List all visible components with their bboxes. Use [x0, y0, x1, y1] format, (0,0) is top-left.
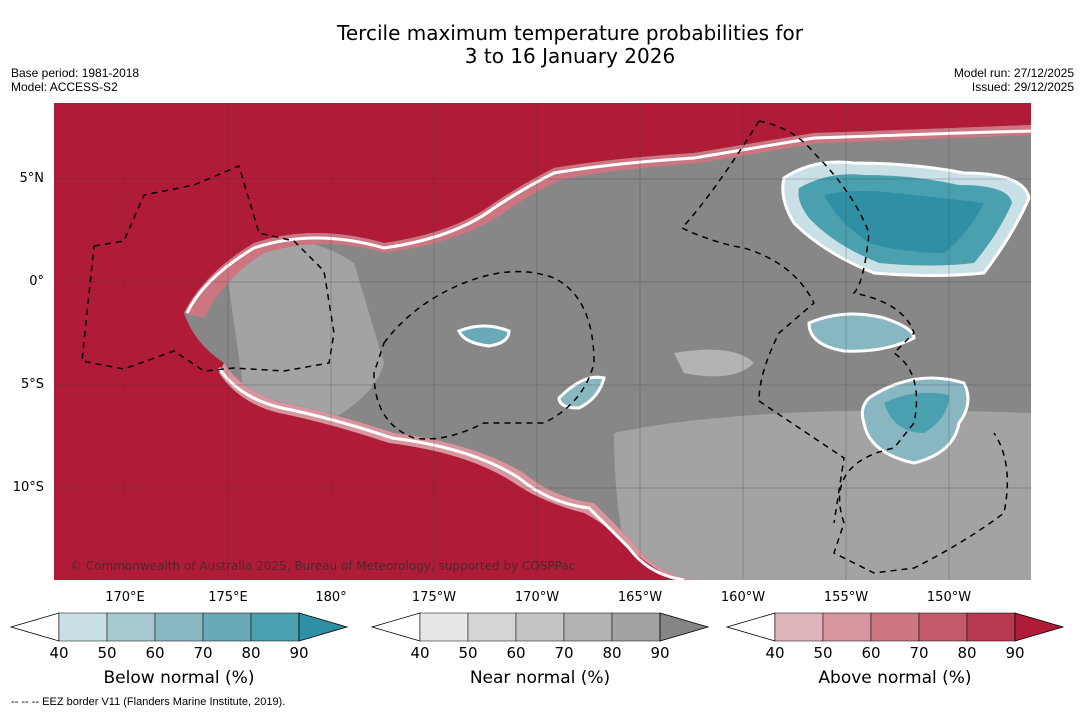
lat-label-5n: 5°N — [19, 171, 45, 186]
below-colorbar-swatch — [250, 612, 300, 642]
below-normal-peak-northeast — [824, 190, 984, 253]
lat-label-10s: 10°S — [12, 480, 44, 495]
model-run-text: Model run: 27/12/2025 — [953, 66, 1074, 80]
above-normal-title: Above normal (%) — [818, 668, 972, 688]
lon-label-180: 180° — [315, 590, 347, 605]
above-normal-band-south — [219, 363, 694, 580]
map-svg — [54, 103, 1031, 580]
above-tick: 60 — [861, 644, 881, 662]
info-right: Model run: 27/12/2025 Issued: 29/12/2025 — [954, 66, 1074, 94]
title-line-1: Tercile maximum temperature probabilitie… — [337, 21, 803, 45]
near-tick: 90 — [650, 644, 670, 662]
above-colorbar-swatch — [822, 612, 872, 642]
below-tick: 40 — [49, 644, 69, 662]
below-tick: 70 — [193, 644, 213, 662]
below-tick: 80 — [241, 644, 261, 662]
near-normal-patch-small — [674, 349, 754, 377]
near-colorbar-swatch — [563, 612, 613, 642]
map-panel: © Commonwealth of Australia 2025, Bureau… — [54, 103, 1031, 580]
eez-border-west — [81, 164, 335, 372]
colorbar-above — [726, 612, 1065, 642]
near-tick: 60 — [506, 644, 526, 662]
below-normal-region-central — [457, 324, 511, 348]
near-colorbar-extend-max — [659, 612, 710, 642]
above-colorbar-swatch — [918, 612, 968, 642]
base-period-text: Base period: 1981-2018 — [11, 66, 140, 80]
lon-label-175w: 175°W — [411, 590, 457, 605]
above-colorbar-swatch — [966, 612, 1016, 642]
near-colorbar-extend-min — [371, 612, 421, 642]
lat-label-5s: 5°S — [20, 377, 44, 392]
eez-border-central — [373, 270, 595, 440]
above-colorbar-swatch — [870, 612, 920, 642]
below-colorbar-swatch — [58, 612, 108, 642]
above-tick: 90 — [1005, 644, 1025, 662]
chart-title: Tercile maximum temperature probabilitie… — [0, 22, 1085, 68]
near-colorbar-swatch — [467, 612, 517, 642]
issued-text: Issued: 29/12/2025 — [971, 80, 1074, 94]
near-normal-patch-southeast — [614, 410, 1031, 580]
below-colorbar-swatch — [154, 612, 204, 642]
below-normal-core-southeast — [884, 392, 949, 433]
model-text: Model: ACCESS-S2 — [11, 80, 118, 94]
above-normal-band — [184, 125, 1031, 318]
below-colorbar-swatch — [202, 612, 252, 642]
eez-border-southeast — [758, 400, 845, 524]
lon-label-175e: 175°E — [208, 590, 248, 605]
copyright-text: © Commonwealth of Australia 2025, Bureau… — [70, 559, 576, 573]
above-normal-region — [54, 103, 1031, 580]
eez-footnote: -- -- -- EEZ border V11 (Flanders Marine… — [11, 696, 286, 708]
lon-label-170e: 170°E — [105, 590, 145, 605]
colorbar-below — [10, 612, 349, 642]
above-colorbar-extend-max — [1014, 612, 1065, 642]
above-tick: 50 — [813, 644, 833, 662]
below-tick: 50 — [97, 644, 117, 662]
above-colorbar-extend-min — [726, 612, 776, 642]
near-colorbar-swatch — [515, 612, 565, 642]
above-tick: 40 — [765, 644, 785, 662]
below-colorbar-swatch — [106, 612, 156, 642]
lon-label-150w: 150°W — [926, 590, 972, 605]
title-line-2: 3 to 16 January 2026 — [464, 44, 676, 68]
gridlines — [54, 103, 1031, 580]
lon-label-170w: 170°W — [514, 590, 560, 605]
near-tick: 70 — [554, 644, 574, 662]
lon-label-160w: 160°W — [720, 590, 766, 605]
info-left: Base period: 1981-2018 Model: ACCESS-S2 — [11, 66, 139, 94]
eez-border-east — [758, 120, 1009, 574]
below-normal-title: Below normal (%) — [103, 668, 255, 688]
below-normal-region-east — [807, 312, 916, 353]
near-tick: 50 — [458, 644, 478, 662]
below-tick: 60 — [145, 644, 165, 662]
near-colorbar-swatch — [419, 612, 469, 642]
above-colorbar-swatch — [774, 612, 824, 642]
near-tick: 40 — [410, 644, 430, 662]
above-tick: 80 — [957, 644, 977, 662]
lon-label-155w: 155°W — [823, 590, 869, 605]
above-tick: 70 — [909, 644, 929, 662]
lat-label-0: 0° — [29, 274, 44, 289]
eez-border-north — [680, 120, 815, 402]
near-normal-title: Near normal (%) — [469, 668, 611, 688]
near-tick: 80 — [602, 644, 622, 662]
lon-label-165w: 165°W — [617, 590, 663, 605]
below-colorbar-extend-min — [10, 612, 60, 642]
near-colorbar-swatch — [611, 612, 661, 642]
below-tick: 90 — [289, 644, 309, 662]
below-colorbar-extend-max — [298, 612, 349, 642]
above-normal-contour-south — [217, 367, 685, 580]
colorbar-near — [371, 612, 710, 642]
above-normal-contour-north — [185, 129, 1031, 314]
